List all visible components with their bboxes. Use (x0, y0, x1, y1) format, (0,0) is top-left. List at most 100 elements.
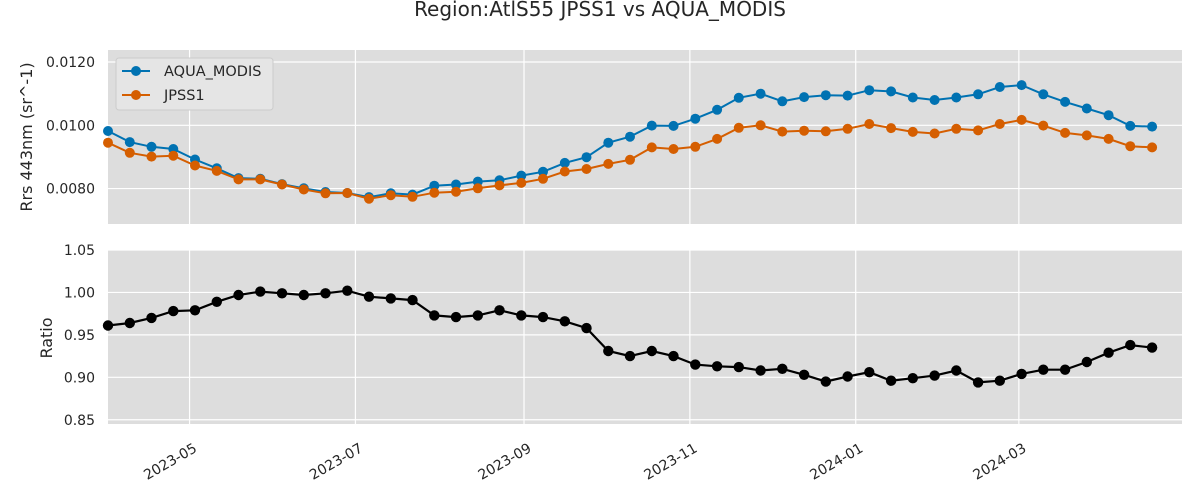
data-point (255, 286, 266, 297)
data-point (385, 293, 396, 304)
data-point (581, 152, 592, 163)
data-point (320, 188, 331, 199)
data-point (298, 184, 309, 195)
data-point (603, 158, 614, 169)
data-point (342, 285, 353, 296)
data-point (885, 375, 897, 386)
data-point (429, 187, 440, 198)
data-point (190, 160, 200, 171)
data-point (255, 174, 266, 185)
y-tick-label: 0.95 (64, 328, 95, 344)
x-tick-label: 2023-11 (642, 441, 701, 484)
data-point (1146, 342, 1158, 353)
data-point (1147, 142, 1158, 153)
data-point (168, 150, 179, 161)
data-point (842, 371, 853, 382)
data-point (668, 350, 679, 362)
data-point (755, 88, 766, 99)
data-point (1103, 347, 1114, 358)
data-point (124, 317, 135, 329)
data-point (690, 113, 701, 124)
data-point (973, 89, 984, 100)
data-point (820, 90, 831, 101)
data-point (559, 316, 570, 327)
data-point (712, 133, 723, 144)
data-point (777, 96, 788, 107)
data-point (777, 126, 788, 137)
data-point (581, 322, 592, 334)
data-point (146, 312, 157, 324)
data-point (755, 120, 766, 131)
data-point (146, 151, 157, 162)
data-point (385, 190, 396, 201)
legend-marker-jpss1 (131, 90, 141, 100)
y-tick-label: 1.05 (64, 243, 95, 259)
data-point (646, 120, 657, 131)
bottom-plot-area (108, 250, 1182, 424)
data-point (733, 122, 744, 133)
data-point (472, 310, 483, 321)
data-point (364, 193, 374, 204)
bottom-y-ticks: 0.85 0.90 0.95 1.00 1.05 (64, 243, 95, 429)
x-tick-label: 2023-09 (476, 441, 535, 484)
data-point (277, 179, 287, 190)
data-point (1016, 114, 1027, 125)
data-point (799, 125, 810, 136)
data-point (951, 365, 962, 376)
y-tick-label: 0.0100 (46, 118, 95, 134)
data-point (994, 82, 1005, 92)
data-point (189, 305, 201, 316)
data-point (451, 179, 461, 190)
top-chart: 0.0080 0.0100 0.0120 Rrs 443nm (sr^-1) AQU… (17, 50, 1182, 224)
data-point (820, 376, 831, 387)
top-y-ticks: 0.0080 0.0100 0.0120 (46, 55, 95, 198)
data-point (668, 120, 679, 131)
data-point (233, 289, 244, 301)
data-point (472, 183, 483, 194)
data-point (168, 305, 179, 317)
data-point (276, 288, 288, 299)
data-point (625, 131, 635, 142)
x-ticks: 2023-05 2023-07 2023-09 2023-11 2024-01 2024-… (141, 441, 1029, 484)
top-plot-area (108, 50, 1182, 224)
data-point (1125, 339, 1136, 351)
data-point (842, 90, 853, 101)
data-point (429, 310, 440, 321)
data-point (342, 188, 353, 198)
top-series (103, 80, 1158, 204)
data-point (320, 288, 331, 299)
data-point (624, 350, 636, 362)
bottom-series (102, 285, 1158, 388)
bottom-chart: 0.850.900.951.001.05 Ratio 2023-05 2023-0… (37, 243, 1182, 484)
data-point (886, 123, 897, 134)
data-point (1103, 133, 1114, 144)
data-point (1060, 127, 1071, 138)
legend-label-jpss1: JPSS1 (163, 88, 205, 104)
data-point (711, 361, 723, 372)
data-point (951, 123, 962, 134)
data-point (1147, 121, 1158, 132)
x-tick-label: 2024-01 (807, 441, 866, 484)
data-point (799, 92, 810, 103)
data-point (429, 180, 440, 191)
data-point (820, 126, 831, 137)
legend: AQUA_MODIS JPSS1 (115, 57, 274, 111)
data-point (494, 305, 505, 316)
data-point (211, 296, 222, 307)
data-point (1016, 368, 1027, 380)
data-point (1081, 130, 1092, 141)
data-point (994, 119, 1005, 129)
y-tick-label: 0.0080 (46, 182, 95, 198)
y-tick-label: 0.0120 (46, 55, 95, 71)
legend-marker-aqua (131, 66, 141, 76)
y-tick-label: 1.00 (64, 285, 95, 301)
data-point (907, 126, 918, 137)
chart-title: Region:AtlS55 JPSS1 vs AQUA_MODIS (414, 0, 786, 21)
data-point (581, 164, 592, 174)
data-point (951, 92, 962, 103)
data-point (1103, 110, 1114, 121)
data-point (1060, 96, 1071, 107)
bottom-y-axis-label: Ratio (37, 317, 56, 358)
data-point (103, 137, 113, 148)
data-point (733, 361, 744, 373)
